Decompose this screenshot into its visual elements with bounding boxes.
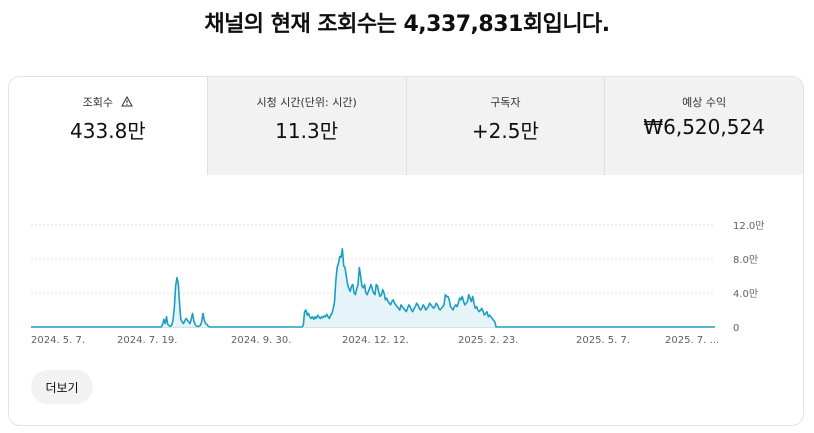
views-headline: 채널의 현재 조회수는 4,337,831회입니다. xyxy=(204,12,610,37)
warning-icon[interactable] xyxy=(121,95,133,110)
y-tick-label: 0 xyxy=(733,323,739,334)
x-tick-label: 2024. 12. 12. xyxy=(342,335,409,346)
tab-watch-time-label: 시청 시간(단위: 시간) xyxy=(256,96,357,109)
tab-subscribers[interactable]: 구독자 +2.5만 xyxy=(405,77,605,175)
tab-subscribers-value: +2.5만 xyxy=(471,119,539,143)
more-button[interactable]: 더보기 xyxy=(31,370,93,404)
tab-views-value: 433.8만 xyxy=(70,119,146,143)
tab-views-label: 조회수 xyxy=(82,96,114,109)
tab-revenue[interactable]: 예상 수익 ₩6,520,524 xyxy=(604,77,803,175)
tab-watch-time-value: 11.3만 xyxy=(275,119,339,143)
analytics-card: 조회수 433.8만 시청 시간(단위: 시간) 11.3만 구독자 +2.5만… xyxy=(8,76,804,426)
y-tick-label: 8.0만 xyxy=(733,254,758,266)
tab-views-label-row: 조회수 xyxy=(9,94,207,110)
x-tick-label: 2025. 7. ... xyxy=(665,335,719,346)
y-tick-label: 12.0만 xyxy=(733,220,764,232)
views-line xyxy=(31,248,715,328)
x-tick-label: 2024. 9. 30. xyxy=(231,335,291,346)
tab-revenue-label: 예상 수익 xyxy=(682,96,727,109)
x-axis-ticks: 2024. 5. 7. 2024. 7. 19. 2024. 9. 30. 2024.… xyxy=(31,335,719,346)
tab-watch-time[interactable]: 시청 시간(단위: 시간) 11.3만 xyxy=(206,77,406,175)
x-tick-label: 2024. 5. 7. xyxy=(31,335,85,346)
x-tick-label: 2025. 2. 23. xyxy=(458,335,518,346)
tab-subscribers-label: 구독자 xyxy=(490,96,521,109)
tab-revenue-value: ₩6,520,524 xyxy=(643,115,765,139)
views-area xyxy=(31,248,715,327)
y-tick-label: 4.0만 xyxy=(733,288,758,300)
metric-tabs: 조회수 433.8만 시청 시간(단위: 시간) 11.3만 구독자 +2.5만… xyxy=(9,77,803,175)
x-tick-label: 2025. 5. 7. xyxy=(576,335,630,346)
y-axis-ticks: 0 4.0만 8.0만 12.0만 xyxy=(733,220,764,334)
x-tick-label: 2024. 7. 19. xyxy=(117,335,177,346)
tab-views[interactable]: 조회수 433.8만 xyxy=(9,77,207,175)
